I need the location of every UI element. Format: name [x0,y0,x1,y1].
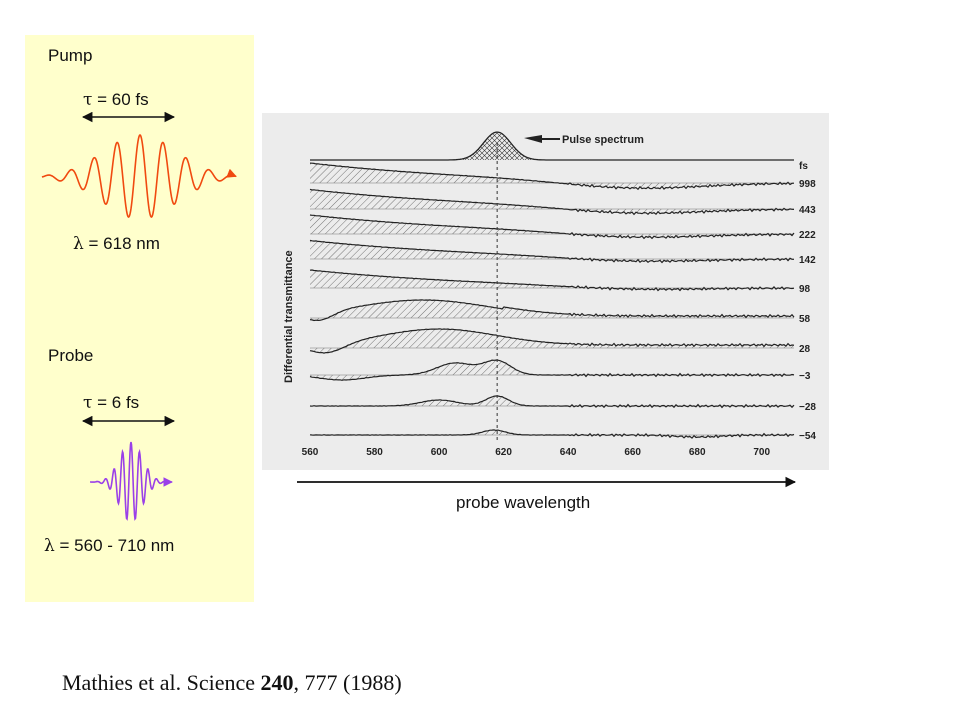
x-tick-label: 620 [495,447,512,458]
pulse-spectrum-label: Pulse spectrum [562,134,644,146]
trace-fill-6 [310,328,794,354]
probe-wavelength-label: probe wavelength [456,493,591,512]
probe-lambda-value: = 560 - 710 nm [54,536,175,555]
delay-label: 142 [799,255,816,266]
trace-fill-3 [310,240,794,263]
delay-label: −3 [799,371,811,382]
citation: Mathies et al. Science 240, 777 (1988) [62,670,402,696]
pulse-spectrum-pointer [524,135,542,143]
pump-lambda-value: = 618 nm [83,234,160,253]
pump-tau-value: = 60 fs [92,90,149,109]
probe-lambda-label: λ = 560 - 710 nm [44,536,174,556]
delay-label: 28 [799,344,811,355]
x-tick-label: 580 [366,447,383,458]
figure-y-axis-label: Differential transmittance [283,250,295,383]
delay-label: −28 [799,402,816,413]
probe-tau-symbol: τ [83,393,93,413]
delay-label: 443 [799,205,816,216]
transient-spectra-figure: Pulse spectrum Differential transmittanc… [262,113,829,470]
trace-curve-3 [309,239,794,264]
trace-curve-5 [309,299,795,322]
pump-wave-packet [41,133,237,218]
trace-curve-6 [309,328,795,354]
trace-fill-9 [310,429,794,439]
citation-authors: Mathies et al. Science [62,670,261,695]
trace-fill-2 [310,215,794,239]
figure-x-ticks: 560 580 600 620 640 660 680 700 [302,447,771,458]
delay-label: −54 [799,431,816,442]
x-tick-label: 680 [689,447,706,458]
delay-label: 58 [799,314,811,325]
pump-tau-label: τ = 60 fs [83,90,149,110]
trace-curve-4 [309,269,795,292]
pump-title: Pump [48,46,93,65]
probe-wave-packet [90,441,173,521]
x-tick-label: 640 [560,447,577,458]
delay-label: 98 [799,284,811,295]
spectra-traces [309,131,795,439]
trace-curve-2 [309,214,795,240]
citation-volume: 240 [260,670,294,695]
pump-lambda-symbol: λ [73,234,84,254]
delay-unit-label: fs [799,161,808,172]
x-tick-label: 660 [624,447,641,458]
trace-curve-0 [309,162,795,191]
trace-fill-7 [310,360,794,381]
trace-curve-8 [309,395,795,409]
trace-curve-1 [309,188,795,216]
trace-fill-5 [310,299,794,321]
x-tick-label: 560 [302,447,319,458]
trace-fill-4 [310,270,794,291]
x-tick-label: 600 [431,447,448,458]
x-tick-label: 700 [753,447,770,458]
pulse-spectrum-curve [310,131,794,161]
citation-rest: , 777 (1988) [293,670,402,695]
pump-probe-panel [25,35,254,602]
probe-tau-label: τ = 6 fs [83,393,139,413]
probe-tau-value: = 6 fs [92,393,140,412]
pump-lambda-label: λ = 618 nm [73,234,160,254]
probe-title: Probe [48,346,94,365]
delay-labels: 998 443 222 142 98 58 28 −3 −28 −54 [799,179,816,442]
trace-curve-9 [309,429,795,439]
pump-tau-symbol: τ [83,90,93,110]
delay-label: 222 [799,230,816,241]
trace-fill-1 [310,189,794,215]
probe-lambda-symbol: λ [44,536,55,556]
trace-fill-8 [310,396,794,408]
delay-label: 998 [799,179,816,190]
trace-curve-7 [309,359,795,381]
